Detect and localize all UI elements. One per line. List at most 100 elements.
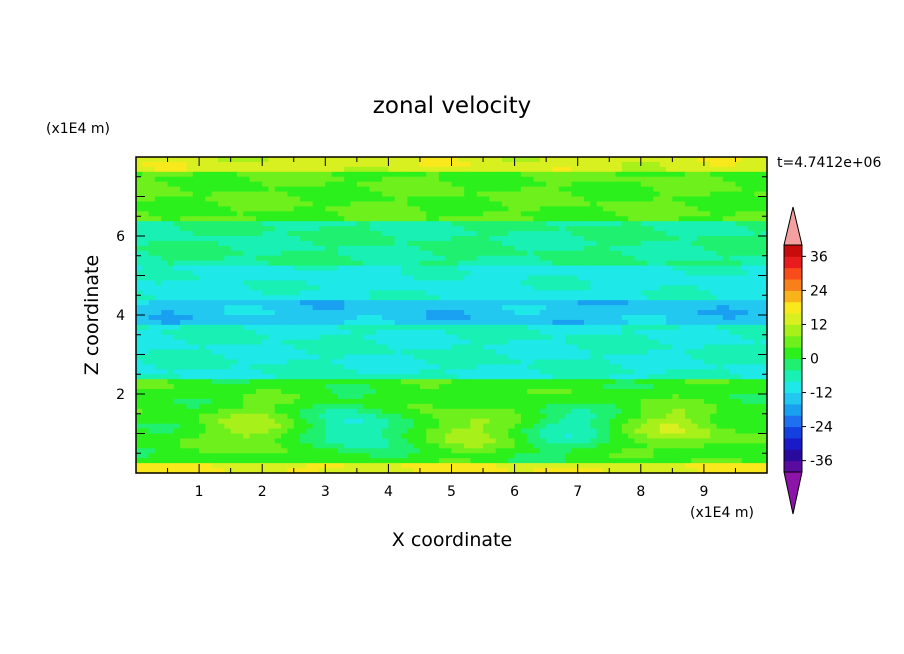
heatmap-cell bbox=[609, 324, 617, 331]
heatmap-cell bbox=[255, 315, 263, 321]
heatmap-cell bbox=[255, 364, 263, 370]
heatmap-cell bbox=[205, 389, 213, 395]
heatmap-cell bbox=[419, 221, 427, 227]
heatmap-cell bbox=[514, 324, 522, 331]
heatmap-cell bbox=[577, 349, 585, 356]
heatmap-cell bbox=[754, 161, 762, 168]
heatmap-cell bbox=[697, 236, 705, 242]
heatmap-cell bbox=[344, 231, 352, 237]
heatmap-cell bbox=[142, 260, 150, 267]
heatmap-cell bbox=[413, 206, 421, 212]
heatmap-cell bbox=[369, 176, 377, 183]
heatmap-cell bbox=[533, 157, 541, 163]
heatmap-cell bbox=[401, 176, 408, 183]
heatmap-cell bbox=[274, 171, 282, 178]
heatmap-cell bbox=[621, 176, 629, 183]
heatmap-cell bbox=[558, 260, 566, 267]
heatmap-cell bbox=[363, 359, 371, 365]
heatmap-cell bbox=[281, 334, 289, 341]
heatmap-cell bbox=[710, 201, 718, 207]
heatmap-cell bbox=[666, 305, 673, 311]
heatmap-cell bbox=[148, 295, 156, 301]
heatmap-cell bbox=[337, 166, 345, 173]
heatmap-cell bbox=[596, 295, 604, 301]
heatmap-cell bbox=[192, 201, 200, 207]
heatmap-cell bbox=[501, 181, 509, 188]
heatmap-cell bbox=[470, 398, 478, 405]
heatmap-cell bbox=[142, 349, 150, 356]
heatmap-cell bbox=[533, 250, 541, 257]
heatmap-cell bbox=[489, 166, 497, 173]
heatmap-cell bbox=[514, 339, 522, 346]
heatmap-cell bbox=[306, 280, 314, 286]
heatmap-cell bbox=[748, 186, 755, 193]
heatmap-cell bbox=[691, 344, 699, 351]
heatmap-cell bbox=[571, 324, 579, 331]
heatmap-cell bbox=[426, 255, 434, 262]
heatmap-cell bbox=[375, 211, 383, 217]
heatmap-cell bbox=[274, 300, 282, 306]
heatmap-cell bbox=[716, 216, 724, 222]
heatmap-cell bbox=[300, 384, 307, 390]
heatmap-cell bbox=[426, 226, 434, 232]
heatmap-cell bbox=[602, 166, 610, 173]
heatmap-cell bbox=[230, 226, 238, 232]
heatmap-cell bbox=[281, 211, 289, 217]
heatmap-cell bbox=[337, 389, 345, 395]
heatmap-cell bbox=[476, 315, 484, 321]
heatmap-cell bbox=[192, 354, 200, 361]
heatmap-cell bbox=[199, 359, 207, 365]
heatmap-cell bbox=[609, 398, 617, 405]
heatmap-cell bbox=[388, 270, 396, 277]
heatmap-cell bbox=[596, 290, 604, 296]
heatmap-cell bbox=[552, 364, 560, 370]
heatmap-cell bbox=[293, 240, 301, 247]
heatmap-cell bbox=[735, 181, 743, 188]
heatmap-cell bbox=[382, 334, 389, 341]
heatmap-cell bbox=[640, 240, 648, 247]
heatmap-cell bbox=[407, 280, 415, 286]
heatmap-cell bbox=[350, 206, 358, 212]
heatmap-cell bbox=[464, 166, 472, 173]
heatmap-cell bbox=[464, 250, 472, 257]
heatmap-cell bbox=[659, 265, 667, 272]
heatmap-cell bbox=[741, 364, 749, 370]
heatmap-cell bbox=[634, 171, 642, 178]
heatmap-cell bbox=[577, 384, 585, 390]
heatmap-cell bbox=[218, 240, 225, 247]
heatmap-cell bbox=[489, 240, 497, 247]
heatmap-cell bbox=[754, 324, 762, 331]
heatmap-cell bbox=[173, 344, 181, 351]
heatmap-cell bbox=[748, 300, 755, 306]
heatmap-cell bbox=[180, 398, 188, 405]
heatmap-cell bbox=[154, 379, 162, 385]
heatmap-cell bbox=[634, 196, 642, 203]
heatmap-cell bbox=[262, 300, 270, 306]
heatmap-cell bbox=[615, 211, 623, 217]
heatmap-cell bbox=[476, 161, 484, 168]
heatmap-cell bbox=[615, 354, 623, 361]
heatmap-cell bbox=[438, 201, 446, 207]
heatmap-cell bbox=[224, 300, 232, 306]
heatmap-cell bbox=[552, 310, 560, 316]
heatmap-cell bbox=[647, 265, 655, 272]
heatmap-cell bbox=[678, 196, 686, 203]
heatmap-cell bbox=[413, 161, 421, 168]
heatmap-cell bbox=[722, 285, 730, 291]
heatmap-cell bbox=[218, 176, 225, 183]
heatmap-cell bbox=[173, 310, 181, 316]
heatmap-cell bbox=[729, 166, 737, 173]
heatmap-cell bbox=[697, 245, 705, 252]
heatmap-cell bbox=[647, 270, 655, 277]
heatmap-cell bbox=[501, 231, 509, 237]
heatmap-cell bbox=[173, 324, 181, 331]
heatmap-cell bbox=[552, 171, 560, 178]
heatmap-cell bbox=[255, 270, 263, 277]
heatmap-cell bbox=[325, 270, 333, 277]
heatmap-cell bbox=[760, 389, 768, 395]
heatmap-cell bbox=[659, 369, 667, 375]
heatmap-cell bbox=[218, 226, 225, 232]
heatmap-cell bbox=[369, 295, 377, 301]
heatmap-cell bbox=[325, 231, 333, 237]
heatmap-cell bbox=[533, 349, 541, 356]
